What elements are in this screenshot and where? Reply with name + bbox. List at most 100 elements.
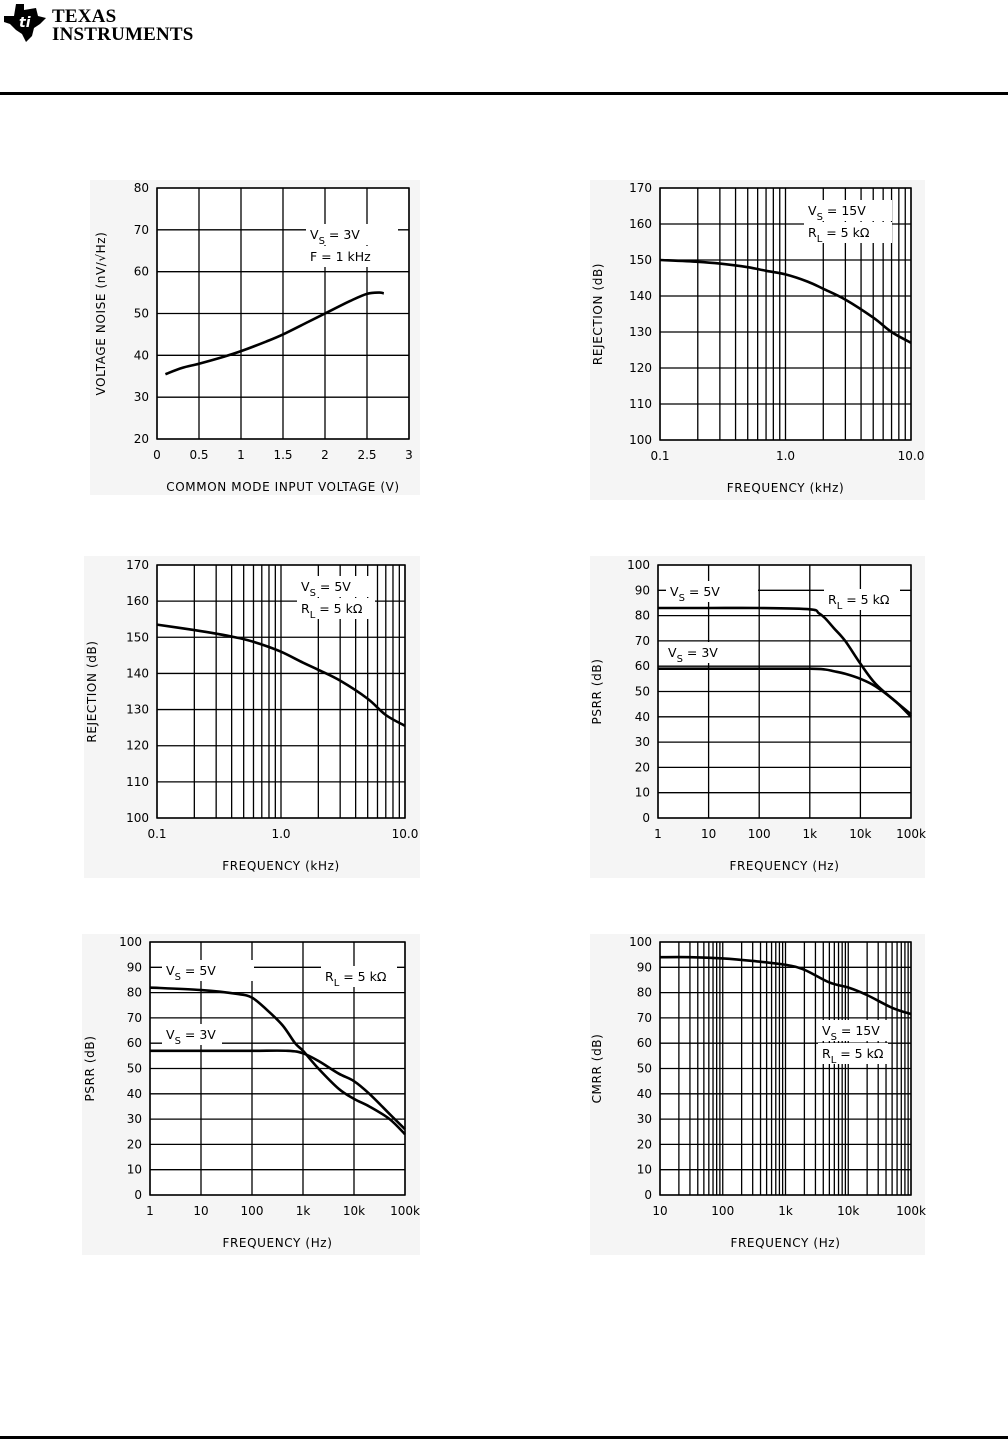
annotation-main: R: [325, 969, 334, 984]
y-tick-label: 50: [127, 1062, 142, 1076]
annotation-background: [321, 966, 397, 987]
series-line-1: [657, 606, 912, 716]
plot-frame: [657, 564, 912, 819]
y-tick-label: 100: [627, 558, 650, 572]
x-tick-label: 1k: [803, 827, 818, 841]
y-tick-label: 50: [134, 307, 149, 321]
logo-line1: TEXAS: [52, 6, 117, 27]
annotation-background: [306, 246, 398, 267]
x-tick-label: 1: [237, 448, 245, 462]
x-tick-label: 10: [193, 1204, 208, 1218]
annotation-subscript: L: [817, 234, 823, 245]
x-tick-label: 10: [652, 1204, 667, 1218]
x-tick-label: 100k: [896, 1204, 926, 1218]
y-tick-label: 20: [127, 1137, 142, 1151]
y-tick-label: 120: [629, 361, 652, 375]
y-tick-label: 10: [637, 1163, 652, 1177]
x-axis-label: COMMON MODE INPUT VOLTAGE (V): [166, 480, 399, 494]
y-tick-label: 40: [127, 1087, 142, 1101]
texas-instruments-logo: ti TEXAS INSTRUMENTS: [2, 2, 194, 52]
x-tick-label: 1k: [296, 1204, 311, 1218]
annotation-label: RL = 5 kΩ: [808, 225, 870, 245]
annotation-background: [162, 1024, 222, 1045]
y-tick-label: 140: [126, 666, 149, 680]
y-tick-label: 140: [629, 289, 652, 303]
y-tick-label: 70: [134, 223, 149, 237]
annotation-rest: = 5V: [181, 963, 216, 978]
x-tick-label: 100k: [896, 827, 926, 841]
series-line-1: [149, 986, 406, 1136]
annotation-background: [297, 598, 375, 619]
y-tick-label: 30: [637, 1112, 652, 1126]
footer-divider: [0, 1436, 1008, 1439]
y-tick-label: 70: [637, 1011, 652, 1025]
y-tick-label: 30: [134, 390, 149, 404]
x-tick-label: 1.0: [776, 449, 795, 463]
y-tick-label: 90: [635, 583, 650, 597]
chart-3: 0.1 1.0 10.0 100 110 120 130 140 150 160 170 FREQUE…: [84, 556, 420, 878]
annotation-rest: = 3V: [683, 645, 718, 660]
x-tick-label: 10k: [849, 827, 871, 841]
y-tick-label: 160: [126, 594, 149, 608]
logo-line2: INSTRUMENTS: [52, 24, 194, 45]
annotation-background: [297, 576, 375, 597]
plot-frame: [156, 564, 406, 819]
y-tick-label: 130: [126, 703, 149, 717]
annotation-main: R: [828, 592, 837, 607]
x-tick-label: 10.0: [898, 449, 925, 463]
annotation-main: V: [670, 584, 679, 599]
annotation-rest: = 3V: [181, 1027, 216, 1042]
y-axis-label: PSRR (dB): [590, 659, 604, 725]
annotation-rest: = 3V: [325, 227, 360, 242]
y-tick-label: 90: [637, 960, 652, 974]
annotation-label: RL = 5 kΩ: [822, 1046, 884, 1066]
x-axis-label: FREQUENCY (kHz): [222, 859, 340, 873]
x-tick-label: 0.5: [189, 448, 208, 462]
annotation-label: VS = 5V: [301, 579, 351, 599]
annotation-subscript: L: [334, 978, 340, 989]
y-tick-label: 60: [134, 265, 149, 279]
annotation-subscript: S: [175, 1036, 181, 1047]
x-tick-label: 1.0: [271, 827, 290, 841]
plot-frame: [659, 187, 912, 441]
series-line-1: [659, 955, 912, 1016]
y-tick-label: 170: [126, 558, 149, 572]
x-tick-label: 100: [748, 827, 771, 841]
annotation-background: [666, 581, 758, 602]
y-tick-label: 120: [126, 739, 149, 753]
annotation-main: V: [808, 203, 817, 218]
y-tick-label: 80: [134, 181, 149, 195]
y-tick-label: 0: [644, 1188, 652, 1202]
y-tick-label: 30: [635, 735, 650, 749]
annotation-subscript: L: [831, 1055, 837, 1066]
y-tick-label: 110: [629, 397, 652, 411]
y-tick-label: 30: [127, 1112, 142, 1126]
y-tick-label: 40: [637, 1087, 652, 1101]
y-tick-label: 10: [127, 1163, 142, 1177]
annotation-label: RL = 5 kΩ: [828, 592, 890, 612]
x-axis-label: FREQUENCY (Hz): [222, 1236, 332, 1250]
annotation-subscript: S: [679, 593, 685, 604]
annotation-label: VS = 5V: [166, 963, 216, 983]
annotation-main: V: [166, 963, 175, 978]
y-axis-label: CMRR (dB): [590, 1034, 604, 1104]
logo-wordmark: TEXAS INSTRUMENTS: [52, 6, 194, 45]
x-tick-label: 1.5: [273, 448, 292, 462]
y-tick-label: 40: [635, 710, 650, 724]
annotation-subscript: S: [319, 236, 325, 247]
x-tick-label: 3: [405, 448, 413, 462]
header-divider: [0, 92, 1008, 95]
annotation-rest: = 5V: [316, 579, 351, 594]
annotation-subscript: S: [677, 654, 683, 665]
x-tick-label: 2.5: [357, 448, 376, 462]
y-tick-label: 40: [134, 348, 149, 362]
y-tick-label: 0: [642, 811, 650, 825]
series-line-2: [149, 1049, 406, 1131]
annotation-rest: = 5V: [685, 584, 720, 599]
annotation-label: RL = 5 kΩ: [301, 601, 363, 621]
x-tick-label: 100: [711, 1204, 734, 1218]
series-line-1: [156, 623, 406, 727]
x-tick-label: 0.1: [147, 827, 166, 841]
plot-frame: [659, 941, 912, 1196]
